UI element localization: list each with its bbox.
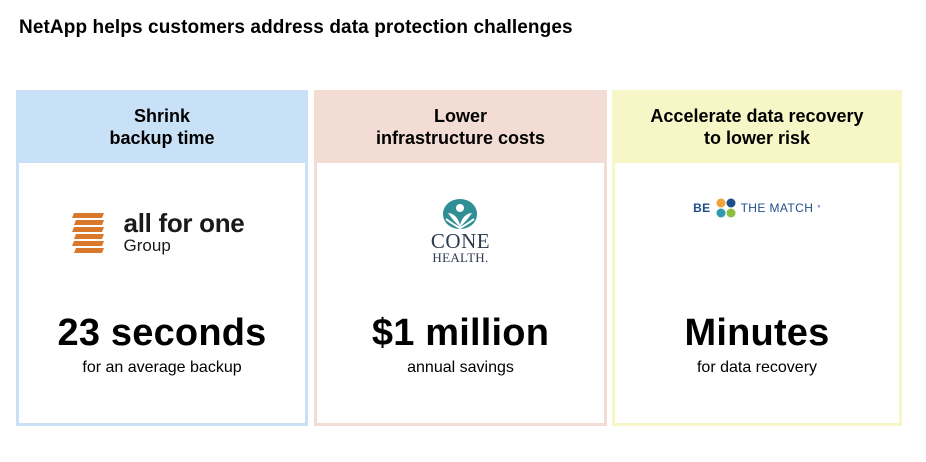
card-heading: Lower infrastructure costs bbox=[314, 90, 607, 163]
be-the-match-flower-icon bbox=[716, 198, 736, 218]
logo-mark: ° bbox=[817, 203, 821, 213]
stat-value: Minutes bbox=[684, 312, 830, 354]
cone-health-leaf-icon bbox=[443, 198, 478, 229]
stat-caption: for data recovery bbox=[696, 359, 818, 376]
card-accelerate-data-recovery: Accelerate data recovery to lower risk B… bbox=[612, 90, 902, 426]
stacked-bars-icon bbox=[71, 213, 104, 253]
logo-post: THE MATCH bbox=[740, 201, 814, 215]
logo-sub: HEALTH. bbox=[432, 249, 489, 265]
stat-caption: annual savings bbox=[407, 359, 514, 376]
stat-value: 23 seconds bbox=[57, 312, 267, 354]
card-heading: Accelerate data recovery to lower risk bbox=[612, 90, 902, 163]
logo-pre: BE bbox=[693, 201, 711, 215]
all-for-one-logo: all for one Group bbox=[19, 188, 305, 278]
logo-name: CONE bbox=[430, 228, 491, 253]
logo-name: all for one bbox=[123, 208, 245, 238]
card-lower-infrastructure-costs: Lower infrastructure costs CONE HEALTH. … bbox=[314, 90, 607, 426]
page-title: NetApp helps customers address data prot… bbox=[19, 17, 573, 38]
be-the-match-logo: BE THE MATCH ° bbox=[615, 188, 899, 278]
cone-health-logo: CONE HEALTH. bbox=[317, 188, 604, 278]
card-shrink-backup-time: Shrink backup time all for one Group 23 … bbox=[16, 90, 308, 426]
card-heading: Shrink backup time bbox=[16, 90, 308, 163]
stat-caption: for an average backup bbox=[82, 359, 242, 376]
stat-value: $1 million bbox=[371, 312, 550, 354]
logo-sub: Group bbox=[123, 236, 171, 255]
